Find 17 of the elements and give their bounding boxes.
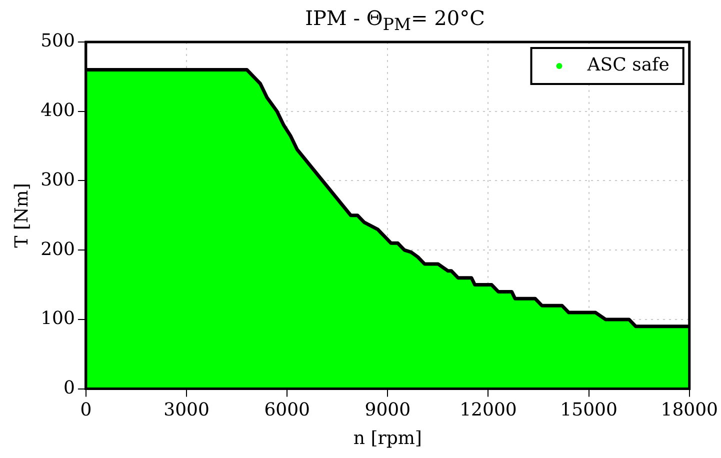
y-tick-label: 100 — [40, 308, 75, 330]
y-tick-label: 300 — [40, 169, 75, 190]
x-tick-label: 15000 — [560, 399, 618, 420]
x-tick-label: 6000 — [264, 399, 310, 420]
x-tick-label: 3000 — [164, 399, 210, 420]
x-axis-title: n [rpm] — [353, 428, 422, 449]
y-axis-title: T [Nm] — [11, 183, 32, 248]
legend-label: ASC safe — [586, 54, 670, 76]
y-tick-label: 200 — [40, 238, 75, 260]
x-tick-label: 12000 — [460, 399, 517, 420]
y-tick-label: 0 — [64, 377, 75, 398]
y-tick-label: 400 — [40, 100, 75, 122]
y-tick-label: 500 — [40, 30, 75, 52]
x-tick-label: 18000 — [660, 399, 718, 420]
chart-title: IPM - Θ$_{PM}$= 20°C — [304, 6, 486, 34]
x-tick-label: 9000 — [364, 399, 411, 420]
x-tick-label: 0 — [80, 399, 92, 420]
